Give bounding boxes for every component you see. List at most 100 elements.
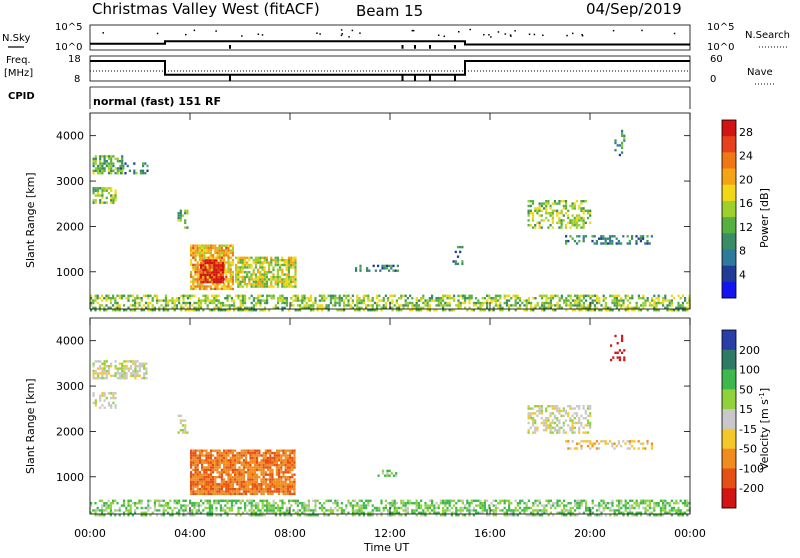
data-cell bbox=[433, 504, 436, 507]
data-cell bbox=[205, 249, 208, 252]
data-cell bbox=[251, 449, 254, 452]
data-cell bbox=[209, 459, 212, 462]
data-cell bbox=[365, 506, 368, 510]
data-cell bbox=[262, 483, 265, 486]
data-cell bbox=[207, 473, 210, 476]
noise-dot bbox=[241, 35, 243, 37]
data-cell bbox=[220, 478, 223, 481]
data-cell bbox=[182, 509, 185, 512]
time-axis: 00:00 04:00 08:00 12:00 16:00 20:00 00:00 bbox=[74, 113, 706, 540]
data-cell bbox=[201, 475, 204, 479]
data-cell bbox=[631, 237, 634, 240]
data-cell bbox=[409, 502, 412, 505]
data-cell bbox=[472, 514, 475, 517]
data-cell bbox=[580, 309, 583, 312]
data-cell bbox=[628, 447, 631, 450]
data-cell bbox=[426, 509, 429, 512]
data-cell bbox=[578, 511, 581, 514]
data-cell bbox=[237, 275, 240, 279]
data-cell bbox=[442, 299, 445, 302]
data-cell bbox=[242, 490, 245, 493]
data-cell bbox=[615, 301, 618, 305]
data-cell bbox=[224, 297, 227, 300]
data-cell bbox=[589, 424, 592, 427]
data-cell bbox=[340, 309, 343, 312]
data-cell bbox=[216, 490, 219, 493]
data-cell bbox=[505, 499, 508, 502]
data-cell bbox=[220, 490, 223, 493]
data-cell bbox=[426, 301, 429, 305]
data-cell bbox=[611, 294, 614, 297]
data-cell bbox=[343, 509, 346, 512]
data-cell bbox=[325, 514, 328, 517]
data-cell bbox=[564, 212, 568, 215]
data-cell bbox=[677, 294, 680, 297]
data-cell bbox=[586, 209, 590, 212]
data-cell bbox=[211, 509, 214, 512]
data-cell bbox=[280, 478, 283, 481]
data-cell bbox=[371, 304, 374, 307]
data-cell bbox=[442, 499, 445, 502]
data-cell bbox=[585, 306, 588, 309]
data-cell bbox=[138, 369, 141, 373]
data-cell bbox=[394, 269, 397, 272]
data-cell bbox=[615, 242, 618, 245]
data-cell bbox=[271, 456, 274, 460]
data-cell bbox=[209, 251, 212, 255]
data-cell bbox=[275, 459, 278, 462]
data-cell bbox=[140, 377, 144, 380]
noise-dot bbox=[490, 36, 492, 38]
data-cell bbox=[287, 261, 290, 264]
data-cell bbox=[233, 499, 236, 502]
data-cell bbox=[325, 499, 328, 502]
data-cell bbox=[659, 511, 662, 514]
data-cell bbox=[486, 301, 489, 305]
data-cell bbox=[569, 235, 572, 238]
noise-dot bbox=[340, 34, 343, 37]
data-cell bbox=[466, 309, 469, 312]
data-cell bbox=[646, 239, 649, 243]
data-cell bbox=[196, 492, 199, 496]
data-cell bbox=[123, 369, 126, 373]
data-cell bbox=[291, 492, 294, 496]
data-cell bbox=[477, 306, 480, 309]
data-cell bbox=[383, 264, 386, 268]
data-cell bbox=[475, 304, 478, 307]
data-cell bbox=[303, 502, 306, 505]
data-cell bbox=[362, 309, 365, 312]
data-cell bbox=[265, 280, 268, 283]
data-cell bbox=[190, 459, 193, 462]
data-cell bbox=[411, 297, 414, 300]
data-cell bbox=[534, 509, 537, 512]
data-cell bbox=[114, 365, 117, 368]
data-cell bbox=[604, 301, 607, 305]
data-cell bbox=[642, 297, 645, 300]
data-cell bbox=[355, 267, 358, 270]
data-cell bbox=[545, 207, 548, 210]
data-cell bbox=[271, 468, 274, 472]
data-cell bbox=[242, 492, 245, 496]
data-cell bbox=[94, 401, 97, 405]
time-tick-label: 20:00 bbox=[574, 527, 606, 540]
data-cell bbox=[216, 463, 219, 467]
data-cell bbox=[582, 235, 585, 238]
data-cell bbox=[578, 426, 581, 429]
data-cell bbox=[245, 463, 248, 467]
data-cell bbox=[99, 167, 102, 170]
data-cell bbox=[542, 419, 546, 422]
data-cell bbox=[618, 358, 621, 362]
data-cell bbox=[202, 273, 205, 277]
data-cell bbox=[192, 251, 195, 255]
data-cell bbox=[415, 297, 418, 300]
data-cell bbox=[255, 514, 258, 517]
data-cell bbox=[201, 254, 204, 257]
data-cell bbox=[284, 466, 287, 469]
data-cell bbox=[267, 449, 270, 452]
data-cell bbox=[94, 169, 97, 172]
data-cell bbox=[575, 405, 579, 408]
data-cell bbox=[140, 306, 143, 309]
data-cell bbox=[426, 504, 429, 507]
data-cell bbox=[464, 306, 467, 309]
data-cell bbox=[296, 509, 299, 512]
data-cell bbox=[637, 297, 640, 300]
